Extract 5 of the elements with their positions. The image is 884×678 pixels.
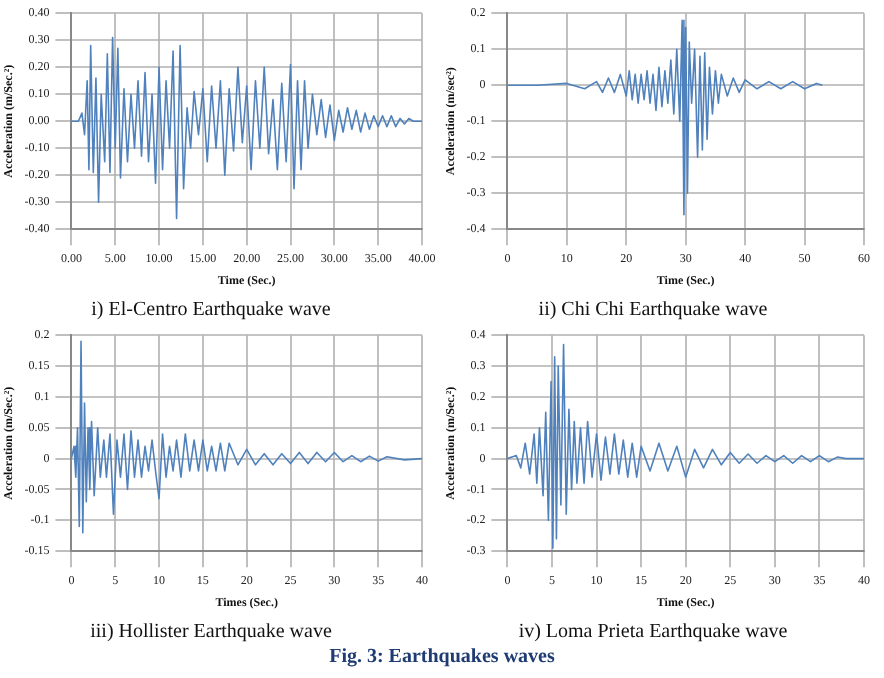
text: ii) Chi Chi Earthquake wave [538,299,769,322]
text: iv) Loma Prieta Earthquake wave [518,621,789,644]
caption: Fig. 3: Earthquakes waves [327,644,557,672]
text: iii) Hollister Earthquake wave [90,621,333,644]
text: i) El-Centro Earthquake wave [91,299,332,322]
